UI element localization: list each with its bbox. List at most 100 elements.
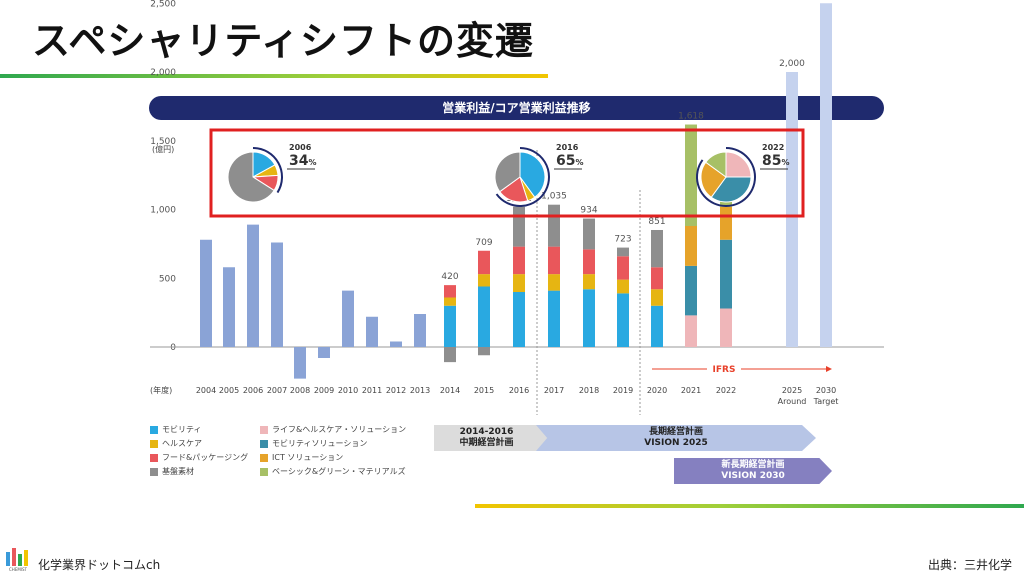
bar-segment [478,250,490,275]
bar-value-label: 420 [441,272,458,282]
pie-year-label: 2006 [289,143,312,152]
bar-segment [617,279,629,294]
bar-segment [583,218,595,250]
legend-label: ライフ&ヘルスケア・ソリューション [272,425,407,434]
legend-label: モビリティソリューション [272,439,368,448]
bar-segment [583,289,595,347]
x-tick-label: 2022 [716,386,736,395]
x-tick-label: 2016 [509,386,529,395]
legend-item-ict: ICT ソリューション [260,452,343,463]
x-tick-label: 2007 [267,386,287,395]
bar-segment [513,206,525,247]
bar-segment [247,224,259,347]
bar-segment [651,289,663,306]
bar-value-label: 851 [648,217,665,227]
plan-line1: 新長期経営計画 [721,460,785,470]
bar-value-label: 2,000 [779,59,805,69]
legend-label: フード&パッケージング [162,453,249,462]
bar-segment [786,72,798,347]
bar-segment [444,347,456,363]
x-tick-label: 2005 [219,386,239,395]
y-tick-label: 500 [159,274,176,284]
pie-percent-label: 65% [556,153,584,169]
x-tick-label: 2008 [290,386,310,395]
pie-specialty-arc [252,147,283,194]
bar-segment [583,274,595,290]
x-tick-label: 2017 [544,386,564,395]
bar-segment [720,308,732,347]
bar-segment [651,305,663,347]
legend-label: モビリティ [162,425,202,434]
x-tick-label: 2030 [816,386,836,395]
plan-line2: VISION 2025 [644,438,708,448]
channel-logo-icon: CHEMIST [6,548,28,572]
footer-source: 出典：三井化学 [927,558,1012,572]
bar-segment [685,265,697,316]
plan-2014-2016: 2014-2016 中期経営計画 [434,425,549,451]
bar-segment [617,256,629,280]
pie-percent-label: 34% [289,153,317,169]
legend-label: 基盤素材 [162,467,194,476]
x-tick-label: 2012 [386,386,406,395]
x-tick-label: 2015 [474,386,494,395]
legend-item-basic-green: ベーシック&グリーン・マテリアルズ [260,466,406,477]
x-tick-label: 2010 [338,386,358,395]
legend-swatch [260,439,268,448]
legend-label: ベーシック&グリーン・マテリアルズ [272,467,406,476]
bar-segment [548,290,560,347]
legend-swatch [260,467,268,476]
y-tick-label: 1,000 [150,206,176,216]
bar-segment [390,341,402,347]
legend-swatch [150,439,158,448]
legend-swatch [150,467,158,476]
pie-slice [227,151,275,203]
pie-slice [710,176,752,203]
x-tick-label: 2004 [196,386,216,395]
pie-slice [725,151,752,178]
plan-line1: 2014-2016 [459,427,514,437]
x-tick-label: 2009 [314,386,334,395]
pie-percent-unit: % [308,158,316,167]
pie-year-label: 2016 [556,143,579,152]
bar-segment [617,247,629,257]
pie-percent-unit: % [781,158,789,167]
ifrs-label: IFRS [713,365,736,375]
legend-item-healthcare: ヘルスケア [150,438,202,449]
bar-value-label: 934 [580,206,597,216]
x-tick-label: 2019 [613,386,633,395]
bar-segment [478,286,490,347]
bar-segment [414,314,426,347]
bar-segment [617,293,629,347]
pie-specialty-arc [696,147,756,207]
bar-segment [444,297,456,306]
y-tick-label: 2,000 [150,68,176,78]
y-tick-label: 2,500 [150,0,176,9]
logo-text: CHEMIST [9,567,27,572]
pie-specialty-arc [495,147,550,207]
chart-banner: 営業利益/コア営業利益推移 [149,96,884,120]
bar-value-label: 723 [614,235,631,245]
highlight-frame [209,128,805,218]
bar-segment [720,206,732,240]
bar-segment [513,274,525,292]
legend-swatch [260,425,268,434]
legend-item-food-packaging: フード&パッケージング [150,452,248,463]
footer-channel-name: 化学業界ドットコムch [38,558,161,572]
bar-segment [444,285,456,298]
bar-segment [685,226,697,266]
plan-line2: 中期経営計画 [459,438,514,448]
x-tick-label: 2025 [782,386,802,395]
page-title: スペシャリティシフトの変遷 [32,19,535,63]
plan-line2: VISION 2030 [721,471,785,481]
bar-segment [223,267,235,347]
bar-value-label: 1,035 [541,192,567,202]
pie-percent-label: 85% [762,153,790,169]
plan-vision-2025: 長期経営計画 VISION 2025 [536,425,816,451]
legend-swatch [150,453,158,462]
x-tick-label: 2011 [362,386,382,395]
x-tick-sublabel: Around [778,397,807,406]
x-tick-label: 2021 [681,386,701,395]
x-tick-label: 2006 [243,386,263,395]
bar-segment [444,305,456,347]
bar-segment [318,347,330,358]
